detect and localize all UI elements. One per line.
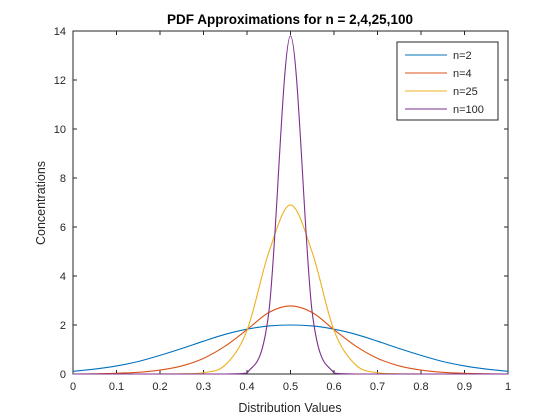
series-line-n4 xyxy=(72,305,509,375)
x-tick-label: 0.3 xyxy=(196,381,211,393)
x-tick-label: 0.7 xyxy=(370,381,385,393)
x-tick-labels: 0 0.1 0.2 0.3 0.4 0.5 0.6 0.7 0.8 0.9 1 xyxy=(70,381,511,393)
series-line-n2 xyxy=(72,324,509,372)
y-tick-labels: 0 2 4 6 8 10 12 14 xyxy=(54,26,66,381)
y-tick-label: 12 xyxy=(54,75,66,87)
x-tick-label: 0.1 xyxy=(109,381,124,393)
y-tick-label: 14 xyxy=(54,26,66,38)
legend: n=2 n=4 n=25 n=100 xyxy=(396,41,499,121)
x-tick-label: 0 xyxy=(70,381,76,393)
y-tick-label: 8 xyxy=(60,173,66,185)
y-tick-label: 6 xyxy=(60,222,66,234)
x-axis-label: Distribution Values xyxy=(238,401,341,415)
x-tick-label: 0.9 xyxy=(457,381,472,393)
series-lines xyxy=(72,35,509,375)
x-tick-label: 0.6 xyxy=(326,381,341,393)
legend-label-n100: n=100 xyxy=(453,104,484,116)
series-line-n100 xyxy=(72,35,509,375)
chart-title: PDF Approximations for n = 2,4,25,100 xyxy=(167,12,413,27)
y-tick-label: 10 xyxy=(54,124,66,136)
y-axis-label: Concentrations xyxy=(34,161,48,245)
y-tick-label: 4 xyxy=(60,271,66,283)
x-tick-label: 0.2 xyxy=(152,381,167,393)
axis-ticks xyxy=(72,30,509,375)
x-tick-label: 0.4 xyxy=(239,381,254,393)
x-tick-label: 0.5 xyxy=(283,381,298,393)
legend-label-n25: n=25 xyxy=(453,86,478,98)
y-tick-label: 2 xyxy=(60,320,66,332)
x-tick-label: 1 xyxy=(505,381,511,393)
legend-label-n2: n=2 xyxy=(453,50,472,62)
y-tick-label: 0 xyxy=(60,369,66,381)
legend-label-n4: n=4 xyxy=(453,68,472,80)
x-tick-label: 0.8 xyxy=(413,381,428,393)
